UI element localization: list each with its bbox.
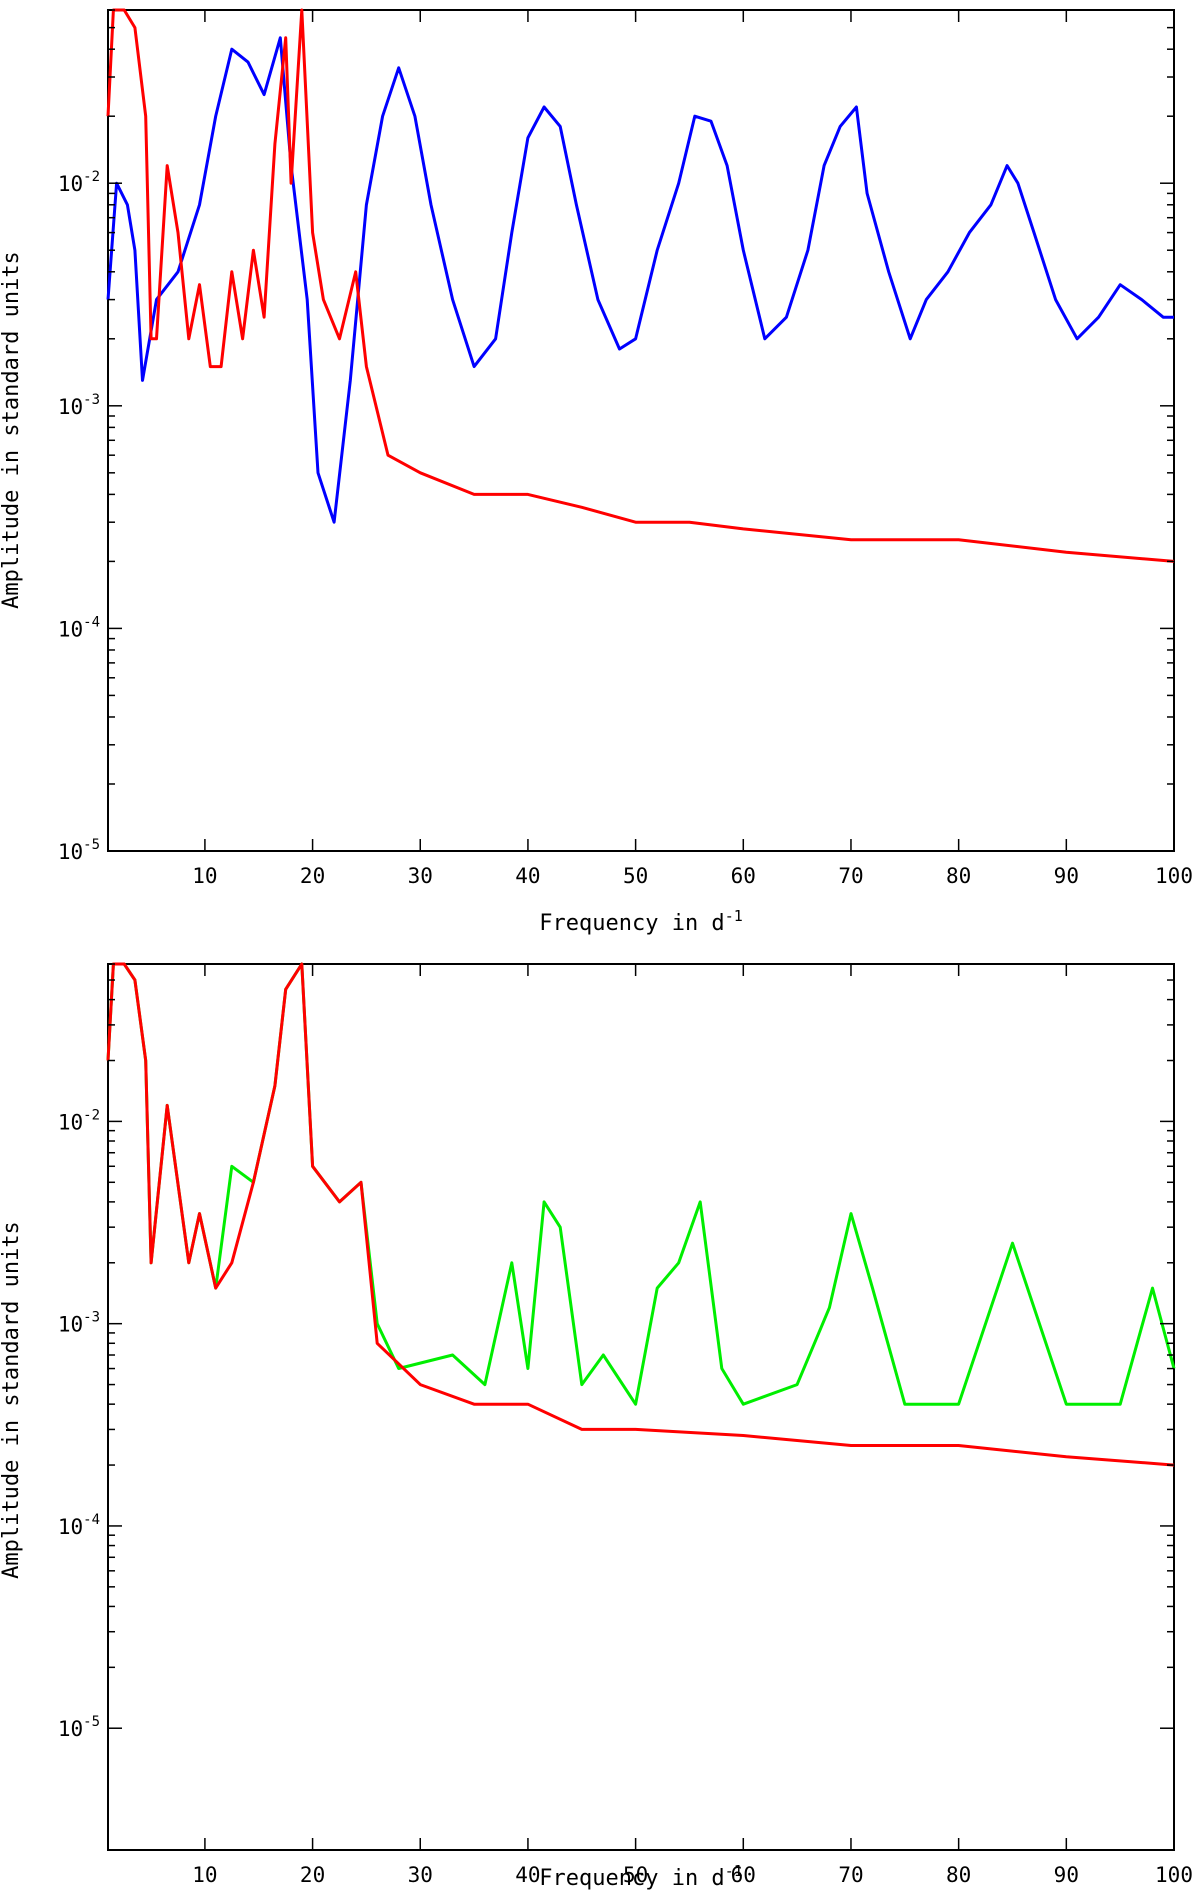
top-x-tick-label: 30 — [408, 864, 433, 888]
bottom-x-tick-label: 70 — [838, 1863, 863, 1887]
top-series-group — [106, 8, 1175, 563]
top-series-blue — [106, 36, 1174, 524]
top-x-tick-label: 10 — [192, 864, 217, 888]
bottom-x-tick-label: 40 — [515, 1863, 540, 1887]
bottom-x-tick-label: 20 — [300, 1863, 325, 1887]
top-x-tick-label: 80 — [946, 864, 971, 888]
bottom-x-tick-label: 50 — [623, 1863, 648, 1887]
bottom-y-axis-label: Amplitude in standard units — [0, 1221, 24, 1579]
bottom-x-tick-label: 80 — [946, 1863, 971, 1887]
top-y-axis-label: Amplitude in standard units — [0, 251, 24, 609]
bottom-x-tick-label: 60 — [731, 1863, 756, 1887]
bottom-x-axis-label-text: Frequency in d — [539, 1866, 724, 1891]
top-x-axis-label-sup: -1 — [725, 907, 743, 925]
top-plot-frame — [107, 9, 1175, 852]
bottom-series-red — [106, 962, 1175, 1467]
top-x-axis-label-text: Frequency in d — [539, 911, 724, 936]
bottom-y-tick-label: 10-4 — [58, 1512, 100, 1539]
bottom-x-tick-label: 90 — [1054, 1863, 1079, 1887]
bottom-x-tick-label: 100 — [1155, 1863, 1193, 1887]
bottom-y-tick-label: 10-3 — [58, 1310, 100, 1337]
bottom-x-tick-label: 10 — [192, 1863, 217, 1887]
top-y-tick-label: 10-3 — [58, 392, 100, 419]
top-y-ticks: 10-2 10-3 10-4 10-5 — [58, 9, 1174, 864]
top-panel: 10 20 30 40 50 60 70 80 90 100 10-2 10-3 10-4 10-5 F… — [0, 8, 1193, 936]
top-x-tick-label: 40 — [515, 864, 540, 888]
top-x-tick-label: 100 — [1155, 864, 1193, 888]
bottom-x-ticks: 10 20 30 40 50 60 70 80 90 100 — [192, 964, 1193, 1887]
bottom-x-tick-label: 30 — [408, 1863, 433, 1887]
bottom-plot-frame — [107, 963, 1175, 1851]
bottom-series-green — [106, 962, 1176, 1406]
top-y-tick-label: 10-5 — [58, 837, 100, 864]
top-x-tick-label: 90 — [1054, 864, 1079, 888]
top-x-tick-label: 50 — [623, 864, 648, 888]
top-series-red — [106, 8, 1175, 563]
bottom-y-tick-label: 10-5 — [58, 1714, 100, 1741]
top-y-tick-label: 10-2 — [58, 169, 100, 196]
bottom-series-group — [106, 962, 1176, 1467]
top-x-tick-label: 60 — [731, 864, 756, 888]
top-x-tick-label: 20 — [300, 864, 325, 888]
bottom-x-axis-label: Frequency in d-1 — [539, 1862, 743, 1891]
bottom-y-ticks: 10-2 10-3 10-4 10-5 — [58, 963, 1174, 1741]
top-x-tick-label: 70 — [838, 864, 863, 888]
bottom-panel: 10 20 30 40 50 60 70 80 90 100 10-2 10-3 10-4 10-5 F… — [0, 962, 1193, 1891]
top-x-axis-label: Frequency in d-1 — [539, 907, 743, 936]
top-y-tick-label: 10-4 — [58, 614, 100, 641]
bottom-x-axis-label-sup: -1 — [725, 1862, 743, 1880]
top-x-ticks: 10 20 30 40 50 60 70 80 90 100 — [192, 10, 1193, 888]
bottom-y-tick-label: 10-2 — [58, 1107, 100, 1134]
